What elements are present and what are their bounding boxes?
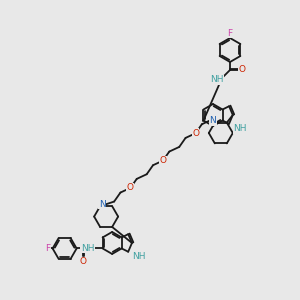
Text: NH: NH [133,252,146,261]
Text: NH: NH [210,76,224,85]
Text: O: O [238,65,245,74]
Text: O: O [192,129,199,138]
Text: O: O [160,156,167,165]
Text: N: N [99,200,106,209]
Text: N: N [209,116,216,125]
Text: NH: NH [233,124,247,133]
Text: O: O [127,183,134,192]
Text: NH: NH [81,244,94,253]
Text: F: F [45,244,50,253]
Text: F: F [227,28,232,38]
Text: O: O [79,257,86,266]
